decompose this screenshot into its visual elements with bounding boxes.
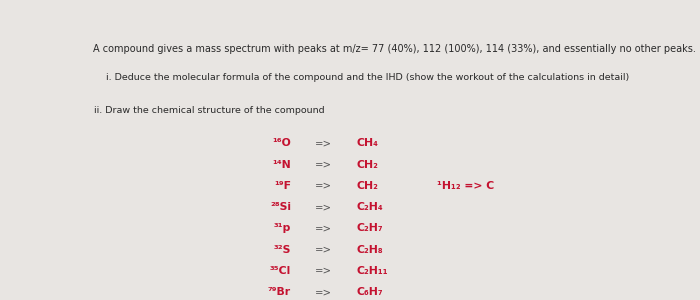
Text: ³¹p: ³¹p	[274, 224, 291, 233]
Text: C₂H₇: C₂H₇	[356, 224, 383, 233]
Text: =>: =>	[315, 202, 332, 212]
Text: =>: =>	[315, 224, 332, 233]
Text: ¹⁶O: ¹⁶O	[272, 138, 291, 148]
Text: ¹⁹F: ¹⁹F	[274, 181, 291, 191]
Text: =>: =>	[315, 138, 332, 148]
Text: =>: =>	[315, 287, 332, 297]
Text: CH₂: CH₂	[356, 181, 378, 191]
Text: =>: =>	[315, 266, 332, 276]
Text: =>: =>	[315, 160, 332, 170]
Text: ²⁸Si: ²⁸Si	[270, 202, 291, 212]
Text: C₂H₈: C₂H₈	[356, 245, 383, 255]
Text: =>: =>	[315, 245, 332, 255]
Text: ¹H₁₂ => C: ¹H₁₂ => C	[438, 181, 495, 191]
Text: ³⁵Cl: ³⁵Cl	[270, 266, 291, 276]
Text: A compound gives a mass spectrum with peaks at m/z= 77 (40%), 112 (100%), 114 (3: A compound gives a mass spectrum with pe…	[93, 44, 696, 54]
Text: ¹⁴N: ¹⁴N	[272, 160, 291, 170]
Text: ii. Draw the chemical structure of the compound: ii. Draw the chemical structure of the c…	[94, 106, 325, 116]
Text: =>: =>	[315, 181, 332, 191]
Text: CH₄: CH₄	[356, 138, 378, 148]
Text: C₆H₇: C₆H₇	[356, 287, 383, 297]
Text: C₂H₄: C₂H₄	[356, 202, 383, 212]
Text: i. Deduce the molecular formula of the compound and the IHD (show the workout of: i. Deduce the molecular formula of the c…	[106, 73, 630, 82]
Text: C₂H₁₁: C₂H₁₁	[356, 266, 388, 276]
Text: CH₂: CH₂	[356, 160, 378, 170]
Text: ³²S: ³²S	[274, 245, 291, 255]
Text: ⁷⁹Br: ⁷⁹Br	[268, 287, 291, 297]
